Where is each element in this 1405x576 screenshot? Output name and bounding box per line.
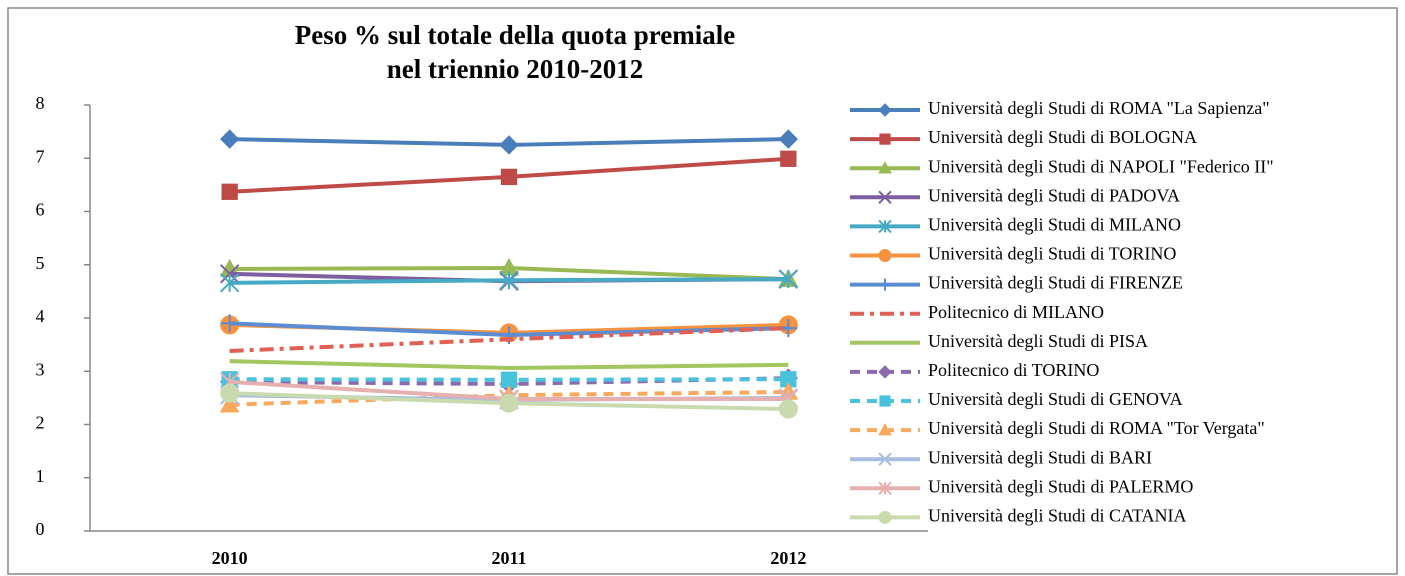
y-tick-label: 8 xyxy=(36,93,45,113)
marker xyxy=(879,278,891,291)
marker xyxy=(878,481,892,496)
chart-title: nel triennio 2010-2012 xyxy=(387,54,644,84)
y-tick-label: 4 xyxy=(36,306,45,326)
marker xyxy=(878,161,892,174)
y-tick-label: 0 xyxy=(36,519,45,539)
marker-shape xyxy=(499,135,519,155)
legend-label: Politecnico di MILANO xyxy=(928,302,1104,322)
x-tick-label: 2011 xyxy=(491,548,526,568)
marker-shape xyxy=(780,150,797,167)
marker-shape xyxy=(778,399,798,419)
marker-shape xyxy=(220,383,240,403)
marker xyxy=(219,129,240,149)
legend-label: Politecnico di TORINO xyxy=(928,360,1099,380)
x-tick-label: 2010 xyxy=(212,548,248,568)
marker-shape xyxy=(219,129,240,149)
marker-shape xyxy=(219,264,240,284)
legend-label: Università degli Studi di BOLOGNA xyxy=(928,127,1197,147)
marker-shape xyxy=(500,168,518,186)
marker xyxy=(499,393,519,413)
marker xyxy=(878,219,892,234)
legend-label: Università degli Studi di PALERMO xyxy=(928,476,1193,496)
legend-label: Università degli Studi di FIRENZE xyxy=(928,273,1183,293)
y-tick-label: 2 xyxy=(36,413,45,433)
marker-shape xyxy=(221,183,238,200)
marker xyxy=(878,452,892,466)
marker xyxy=(879,395,891,407)
chart-title: Peso % sul totale della quota premiale xyxy=(295,20,735,50)
legend-label: Università degli Studi di ROMA "Tor Verg… xyxy=(928,418,1265,438)
marker-shape xyxy=(878,103,892,117)
marker xyxy=(878,365,892,379)
marker xyxy=(499,270,519,290)
chart-border xyxy=(7,7,1398,575)
y-tick-label: 5 xyxy=(36,253,45,273)
marker-shape xyxy=(878,423,892,436)
marker xyxy=(219,264,240,284)
legend-label: Università degli Studi di GENOVA xyxy=(928,389,1183,409)
series-line xyxy=(229,359,789,371)
y-tick-label: 6 xyxy=(36,200,45,220)
marker xyxy=(878,423,892,436)
series-line xyxy=(229,326,789,354)
marker xyxy=(220,314,239,333)
marker xyxy=(219,273,240,293)
marker-shape xyxy=(878,190,892,205)
marker xyxy=(221,183,238,200)
legend-label: Università degli Studi di PADOVA xyxy=(928,185,1180,205)
marker-shape xyxy=(878,365,892,379)
marker-shape xyxy=(878,452,892,466)
y-tick-label: 3 xyxy=(36,359,45,379)
marker xyxy=(778,269,799,289)
legend-label: Università degli Studi di MILANO xyxy=(928,215,1181,235)
marker-shape xyxy=(778,129,799,149)
marker xyxy=(879,133,891,145)
legend-label: Università degli Studi di BARI xyxy=(928,447,1152,467)
marker-shape xyxy=(878,161,892,174)
marker xyxy=(778,399,798,419)
marker xyxy=(499,135,519,155)
marker xyxy=(878,103,892,117)
x-tick-label: 2012 xyxy=(770,548,806,568)
legend-label: Università degli Studi di TORINO xyxy=(928,244,1176,264)
marker-shape xyxy=(219,394,240,413)
marker xyxy=(878,510,892,524)
marker-shape xyxy=(879,133,891,145)
marker xyxy=(780,150,797,167)
marker xyxy=(220,383,240,403)
marker-shape xyxy=(500,371,518,388)
legend-label: Università degli Studi di PISA xyxy=(928,331,1148,351)
y-tick-label: 7 xyxy=(36,146,45,166)
marker xyxy=(219,394,240,413)
marker-shape xyxy=(878,510,892,524)
marker xyxy=(778,129,799,149)
marker xyxy=(500,371,518,388)
marker xyxy=(878,249,892,262)
legend-label: Università degli Studi di NAPOLI "Federi… xyxy=(928,156,1274,176)
marker-shape xyxy=(879,395,891,407)
marker-shape xyxy=(878,249,892,262)
marker-shape xyxy=(499,393,519,413)
legend-label: Università degli Studi di CATANIA xyxy=(928,506,1187,526)
legend-label: Università degli Studi di ROMA "La Sapie… xyxy=(928,98,1270,118)
y-tick-label: 1 xyxy=(36,466,45,486)
marker xyxy=(878,190,892,205)
marker xyxy=(500,168,518,186)
